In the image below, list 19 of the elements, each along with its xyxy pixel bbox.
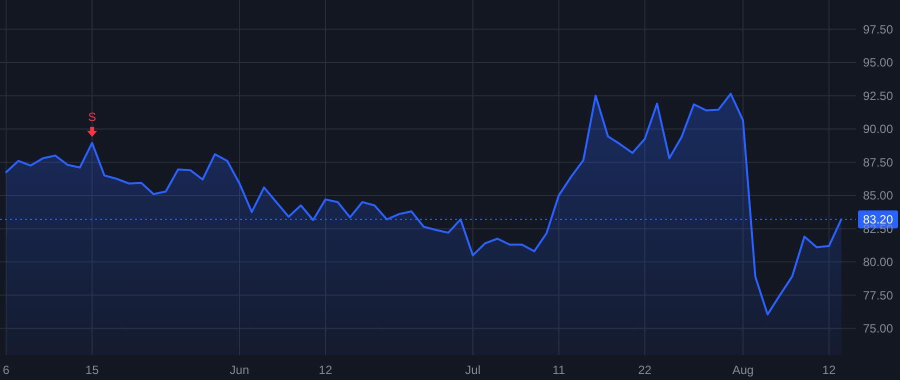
x-tick-label: Aug [732,363,754,378]
y-tick-label: 97.50 [862,22,894,36]
x-tick-label: 6 [2,363,10,378]
y-tick-label: 95.00 [862,56,894,70]
y-tick-label: 80.00 [862,255,894,270]
x-tick-label: 12 [822,363,836,378]
x-tick-label: Jun [230,363,250,378]
x-tick-label: 15 [85,363,100,378]
x-tick-label: 12 [318,363,332,378]
annotation: S [88,110,96,124]
x-tick-label: Jul [465,363,480,378]
y-tick-label: 87.50 [862,155,894,170]
y-tick-label: 75.00 [862,322,894,336]
y-tick-label: 85.00 [862,188,894,203]
y-tick-label: 77.50 [862,288,894,302]
x-tick-label: 22 [638,363,652,378]
x-tick-label: 11 [552,363,566,378]
y-tick-label: 92.50 [862,88,894,103]
y-tick-label: 90.00 [862,122,894,136]
